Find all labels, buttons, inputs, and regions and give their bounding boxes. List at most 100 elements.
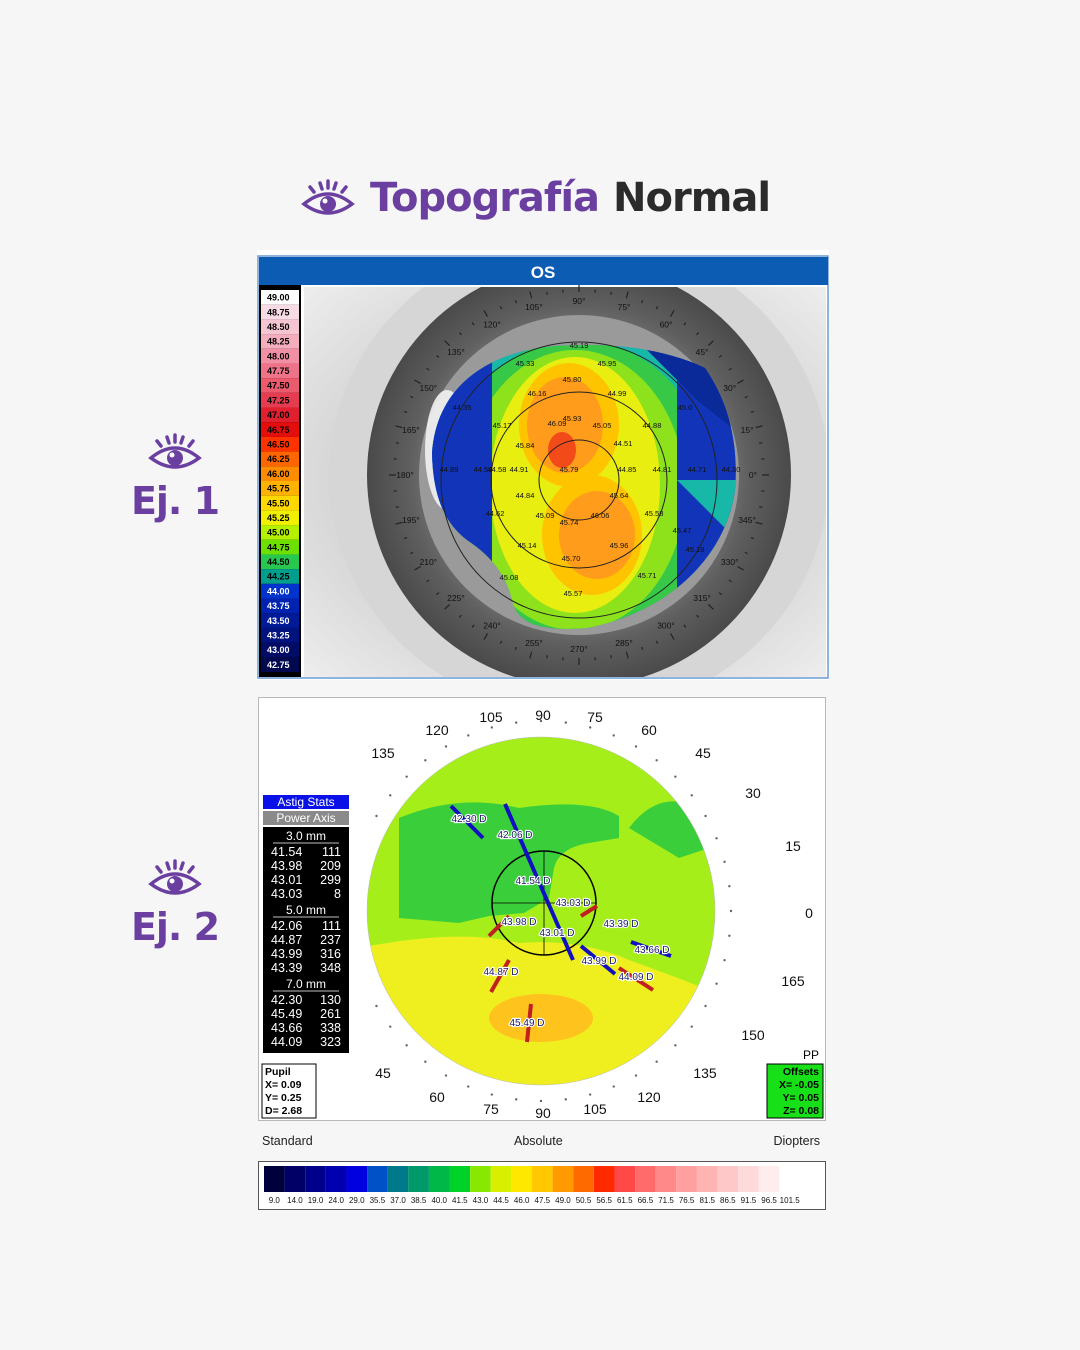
map2-astig-stats: Astig Stats Power Axis 3.0 mm 41.54 111 43.…: [263, 795, 349, 1053]
map1-angle-label: 60°: [660, 319, 673, 329]
map1-tick: [499, 640, 503, 644]
example-label-text: Ej. 1: [130, 479, 220, 523]
scale2-entry: 37.0: [387, 1166, 409, 1205]
astig-power: 42.30: [271, 993, 302, 1007]
scale1-entry: 48.25: [261, 334, 299, 349]
pp-label: PP: [803, 1048, 819, 1062]
map2-angle-label: 135: [693, 1065, 717, 1081]
map1-reading: 44.99: [608, 389, 627, 398]
map2-meridian-label: 45.49 D: [509, 1018, 544, 1029]
topography-map-2: 90 75 60 45 30 15 0 165 150 135 120 105 90 75 60 45 135 1…: [258, 697, 826, 1121]
map2-tick: [612, 734, 615, 737]
astig-axis: 111: [322, 845, 341, 859]
map1-readings: 45.19 45.33 45.95 45.80 46.16 44.99 44.35 45.17…: [440, 341, 741, 598]
map1-reading: 45.0: [678, 403, 693, 412]
map1-reading: 45.95: [598, 359, 617, 368]
map1-angle-label: 30°: [723, 383, 736, 393]
map1-reading: 45.71: [638, 571, 657, 580]
scale2-entry: 86.5: [717, 1166, 739, 1205]
map2-svg: 90 75604530150165150135120105907560451351…: [261, 707, 824, 1121]
map1-tick: [669, 633, 675, 640]
map1-tick: [410, 551, 414, 555]
astig-axis: 348: [320, 961, 341, 975]
map1-tick: [696, 332, 700, 336]
astig-axis: 338: [320, 1021, 341, 1035]
scale1-value: 46.25: [267, 454, 290, 464]
scale2-value: 19.0: [308, 1196, 324, 1205]
map1-reading: 45.08: [500, 573, 519, 582]
map2-tick: [612, 1085, 615, 1088]
map2-meridian-line: [525, 1003, 533, 1043]
map2-tick: [564, 1098, 567, 1101]
map1-angle-label: 345°: [738, 515, 756, 525]
map1-tick: [529, 651, 533, 659]
scale1-value: 45.75: [267, 484, 290, 494]
example-label-text: Ej. 2: [130, 905, 220, 949]
map1-tick: [728, 579, 732, 583]
map1-angle-label: 15°: [741, 425, 754, 435]
map2-tick: [490, 726, 494, 729]
scale2-value: 41.5: [452, 1196, 468, 1205]
scale2-value: 29.0: [349, 1196, 365, 1205]
scale2-value: 44.5: [493, 1196, 509, 1205]
map2-angle-label: 105: [479, 709, 503, 725]
map1-tick: [641, 300, 644, 304]
scale2-entry: 35.5: [367, 1166, 388, 1205]
map1-reading: 44.51: [614, 439, 633, 448]
scale2-value: 81.5: [699, 1196, 715, 1205]
map1-angle-label: 120°: [483, 319, 501, 329]
map2-angle-label: 90: [535, 707, 551, 723]
astig-zone: 3.0 mm: [286, 829, 326, 843]
map2-tick: [723, 958, 726, 962]
map2-meridian-label: 44.87 D: [483, 967, 518, 978]
scale2-entry: 47.5: [532, 1166, 553, 1205]
map2-meridian-label: 43.66 D: [634, 945, 669, 956]
scale1-value: 48.50: [267, 322, 290, 332]
map1-tick: [529, 291, 533, 299]
footer-diopters: Diopters: [773, 1134, 820, 1148]
scale1-entry: 45.25: [261, 510, 299, 526]
scale1-value: 44.00: [267, 586, 290, 596]
astig-power: 41.54: [271, 845, 302, 859]
map1-tick: [436, 354, 440, 358]
map2-meridian-line: [630, 940, 672, 958]
map2-meridian-label: 43.03 D: [555, 898, 590, 909]
scale2-entry: 19.0: [305, 1166, 326, 1205]
map2-meridian-label: 41.54 D: [515, 876, 550, 887]
map2-tick: [715, 982, 718, 985]
map1-tick: [744, 395, 748, 399]
map2-color-scale: 9.0 14.0 19.0 24.0 29.0 35.5 37.0 38.5 40.0 41.5 4…: [258, 1161, 826, 1210]
scale1-entry: 47.00: [261, 407, 299, 423]
footer-absolute: Absolute: [514, 1134, 563, 1148]
scale2-entry: 41.5: [449, 1166, 471, 1205]
map1-angle-ticks: 90° 75° 60° 45° 30° 15° 0° 345° 330° 315° 300° 285°…: [389, 285, 769, 665]
map1-tick: [471, 624, 475, 628]
map2-tick: [723, 860, 726, 864]
map1-reading: 44.85: [618, 465, 637, 474]
map1-tick: [426, 367, 430, 371]
scale1-entry: 47.75: [261, 363, 299, 379]
map1-angle-label: 285°: [615, 638, 633, 648]
pupil-title: Pupil: [265, 1066, 291, 1078]
map1-tick: [546, 291, 548, 295]
map2-angle-label: 30: [745, 785, 761, 801]
map1-tick: [610, 655, 612, 659]
map1-tick: [444, 340, 451, 347]
map1-tick: [610, 291, 612, 295]
map1-reading: 45.47: [673, 526, 692, 535]
scale1-value: 48.00: [267, 351, 290, 361]
scale1-value: 45.25: [267, 513, 290, 523]
scale2-value: 35.5: [370, 1196, 386, 1205]
scale2-entry: 49.0: [552, 1166, 574, 1205]
astig-axis: 323: [320, 1035, 341, 1049]
map1-angle-label: 180°: [396, 470, 414, 480]
map1-tick: [458, 614, 462, 618]
map1-tick: [755, 425, 763, 429]
scale1-value: 43.00: [267, 645, 290, 655]
map1-tick: [436, 592, 440, 596]
scale1-entry: 45.75: [261, 481, 299, 496]
astig-power: 43.39: [271, 961, 302, 975]
scale2-entry: 14.0: [284, 1166, 306, 1205]
map1-tick: [750, 537, 754, 540]
map2-angle-label: 135: [371, 745, 395, 761]
